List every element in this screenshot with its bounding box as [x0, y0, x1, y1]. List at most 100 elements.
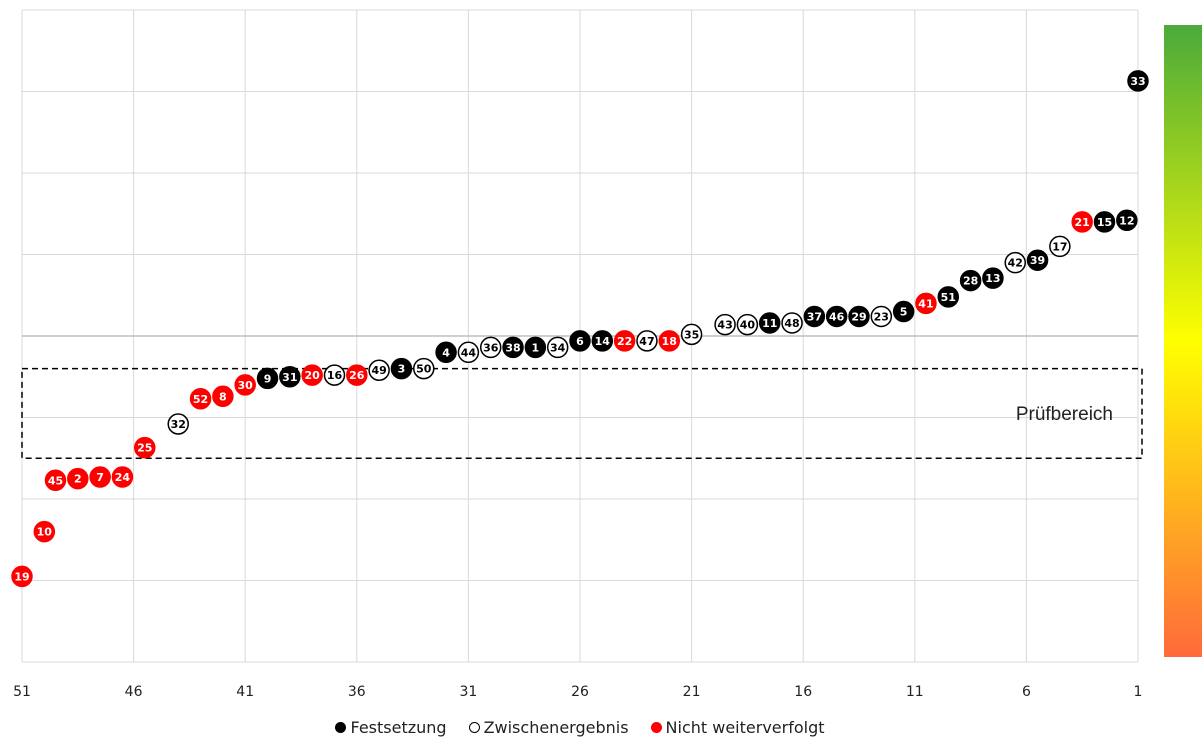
- legend-label-nicht-weiterverfolgt: Nicht weiterverfolgt: [665, 718, 825, 737]
- data-point-label: 7: [96, 471, 104, 484]
- data-point-marker: [479, 336, 502, 359]
- data-point-zwischenergebnis: 16: [323, 364, 346, 386]
- data-point-nicht: 2: [67, 467, 89, 490]
- data-point-label: 44: [461, 346, 477, 359]
- data-point-marker: [435, 341, 457, 364]
- data-point-festsetzung: 14: [591, 330, 614, 352]
- x-tick-label: 51: [13, 684, 31, 700]
- data-point-marker: [390, 357, 413, 380]
- data-point-marker: [134, 436, 156, 459]
- data-point-marker: [1116, 209, 1138, 232]
- data-point-label: 50: [416, 363, 432, 376]
- legend-item-nicht-weiterverfolgt: Nicht weiterverfolgt: [650, 718, 825, 737]
- color-gradient-bar: [1164, 25, 1202, 657]
- data-point-label: 17: [1052, 240, 1067, 253]
- data-point-zwischenergebnis: 23: [870, 305, 893, 328]
- data-point-festsetzung: 6: [569, 330, 591, 352]
- data-point-marker: [870, 305, 893, 328]
- data-point-label: 30: [238, 379, 254, 392]
- data-point-marker: [613, 330, 636, 352]
- data-point-zwischenergebnis: 49: [368, 359, 390, 381]
- data-point-festsetzung: 1: [524, 336, 547, 359]
- data-point-label: 2: [74, 473, 82, 486]
- data-point-zwischenergebnis: 42: [1004, 251, 1026, 274]
- legend-item-zwischenergebnis: Zwischenergebnis: [468, 718, 629, 737]
- data-point-label: 12: [1119, 214, 1134, 227]
- pruefbereich-box: [21, 367, 1143, 460]
- pruefbereich-band: Prüfbereich: [21, 367, 1143, 460]
- data-point-nicht: 10: [33, 520, 56, 543]
- data-point-marker: [1071, 211, 1093, 233]
- data-point-marker: [457, 341, 480, 364]
- data-point-marker: [33, 520, 56, 543]
- legend-item-festsetzung: Festsetzung: [335, 718, 447, 737]
- pruefbereich-label: Prüfbereich: [1016, 404, 1113, 425]
- data-point-label: 21: [1075, 216, 1090, 229]
- data-point-label: 26: [349, 369, 365, 382]
- data-point-marker: [1093, 211, 1116, 233]
- data-point-festsetzung: 12: [1116, 209, 1138, 232]
- legend-marker-nicht-weiterverfolgt: [650, 722, 662, 733]
- data-point-festsetzung: 13: [982, 267, 1004, 289]
- data-point-zwischenergebnis: 40: [736, 313, 759, 336]
- data-point-festsetzung: 33: [1127, 70, 1149, 92]
- data-point-zwischenergebnis: 50: [413, 357, 435, 380]
- data-point-marker: [346, 364, 368, 386]
- data-point-festsetzung: 4: [435, 341, 457, 364]
- data-point-label: 28: [963, 275, 978, 288]
- data-point-label: 22: [617, 335, 632, 348]
- data-point-marker: [591, 330, 614, 352]
- data-point-label: 39: [1030, 254, 1045, 267]
- data-point-nicht: 22: [613, 330, 636, 352]
- data-point-label: 43: [717, 319, 732, 332]
- data-point-festsetzung: 11: [758, 312, 781, 334]
- data-point-zwischenergebnis: 47: [636, 330, 658, 352]
- data-point-marker: [680, 323, 703, 346]
- data-point-festsetzung: 38: [502, 336, 524, 359]
- data-point-marker: [825, 305, 848, 328]
- data-point-label: 40: [740, 319, 756, 332]
- data-point-nicht: 30: [234, 374, 256, 396]
- data-point-marker: [323, 364, 346, 386]
- data-point-marker: [212, 385, 234, 408]
- data-point-label: 42: [1008, 257, 1023, 270]
- data-point-label: 6: [576, 335, 584, 348]
- data-point-label: 31: [282, 371, 297, 384]
- data-point-label: 16: [327, 369, 343, 382]
- data-point-marker: [1127, 70, 1149, 92]
- data-point-festsetzung: 29: [848, 305, 870, 328]
- data-point-nicht: 7: [89, 466, 111, 488]
- legend-label-zwischenergebnis: Zwischenergebnis: [483, 718, 629, 737]
- data-markers: 3312153913285152946371114613843319174223…: [11, 70, 1149, 588]
- data-point-marker: [714, 313, 736, 336]
- data-point-festsetzung: 37: [803, 305, 826, 328]
- data-point-nicht: 25: [134, 436, 156, 459]
- data-point-marker: [279, 366, 301, 388]
- legend-marker-festsetzung: [335, 722, 347, 733]
- data-point-festsetzung: 39: [1026, 249, 1049, 271]
- data-point-marker: [256, 367, 279, 390]
- data-point-nicht: 21: [1071, 211, 1093, 233]
- x-tick-label: 46: [125, 684, 143, 700]
- data-point-nicht: 26: [346, 364, 368, 386]
- x-tick-label: 6: [1022, 684, 1031, 700]
- data-point-marker: [937, 286, 960, 308]
- data-point-marker: [502, 336, 524, 359]
- data-point-zwischenergebnis: 32: [167, 413, 189, 435]
- data-point-marker: [569, 330, 591, 352]
- data-point-label: 1: [532, 341, 540, 354]
- data-point-marker: [781, 312, 803, 334]
- data-point-marker: [111, 466, 134, 488]
- data-point-marker: [368, 359, 390, 381]
- data-point-label: 33: [1130, 75, 1145, 88]
- data-point-marker: [758, 312, 781, 334]
- data-point-marker: [1004, 251, 1026, 274]
- legend: Festsetzung Zwischenergebnis Nicht weite…: [0, 718, 1160, 737]
- data-point-marker: [67, 467, 89, 490]
- data-point-nicht: 18: [658, 330, 681, 352]
- data-point-label: 5: [900, 306, 908, 319]
- data-point-zwischenergebnis: 34: [546, 336, 569, 359]
- data-point-zwischenergebnis: 48: [781, 312, 803, 334]
- data-point-marker: [736, 313, 759, 336]
